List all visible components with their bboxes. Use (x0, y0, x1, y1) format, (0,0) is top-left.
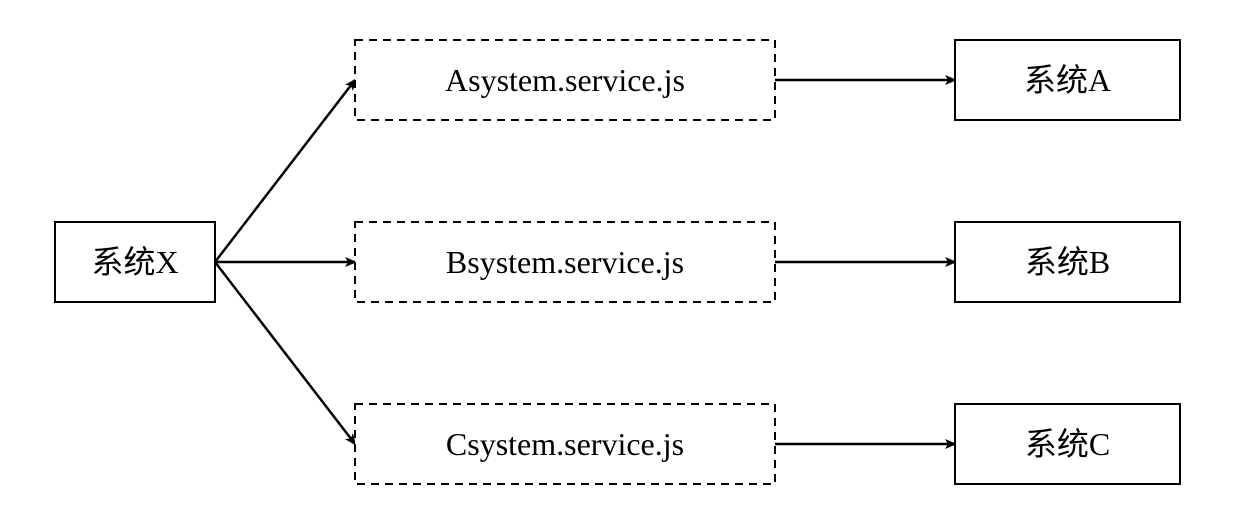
node-sa: Asystem.service.js (355, 40, 775, 120)
node-label-b: 系统B (1025, 244, 1110, 280)
edge-x-sa (215, 80, 355, 262)
node-label-a: 系统A (1024, 62, 1111, 98)
node-label-x: 系统X (91, 244, 178, 280)
node-b: 系统B (955, 222, 1180, 302)
node-a: 系统A (955, 40, 1180, 120)
node-label-sb: Bsystem.service.js (446, 244, 684, 280)
edge-x-sc (215, 262, 355, 444)
node-c: 系统C (955, 404, 1180, 484)
node-label-c: 系统C (1025, 426, 1110, 462)
node-sc: Csystem.service.js (355, 404, 775, 484)
node-label-sa: Asystem.service.js (445, 62, 685, 98)
node-label-sc: Csystem.service.js (446, 426, 684, 462)
node-sb: Bsystem.service.js (355, 222, 775, 302)
node-x: 系统X (55, 222, 215, 302)
system-service-diagram: 系统X Asystem.service.js Bsystem.service.js C… (0, 0, 1240, 525)
